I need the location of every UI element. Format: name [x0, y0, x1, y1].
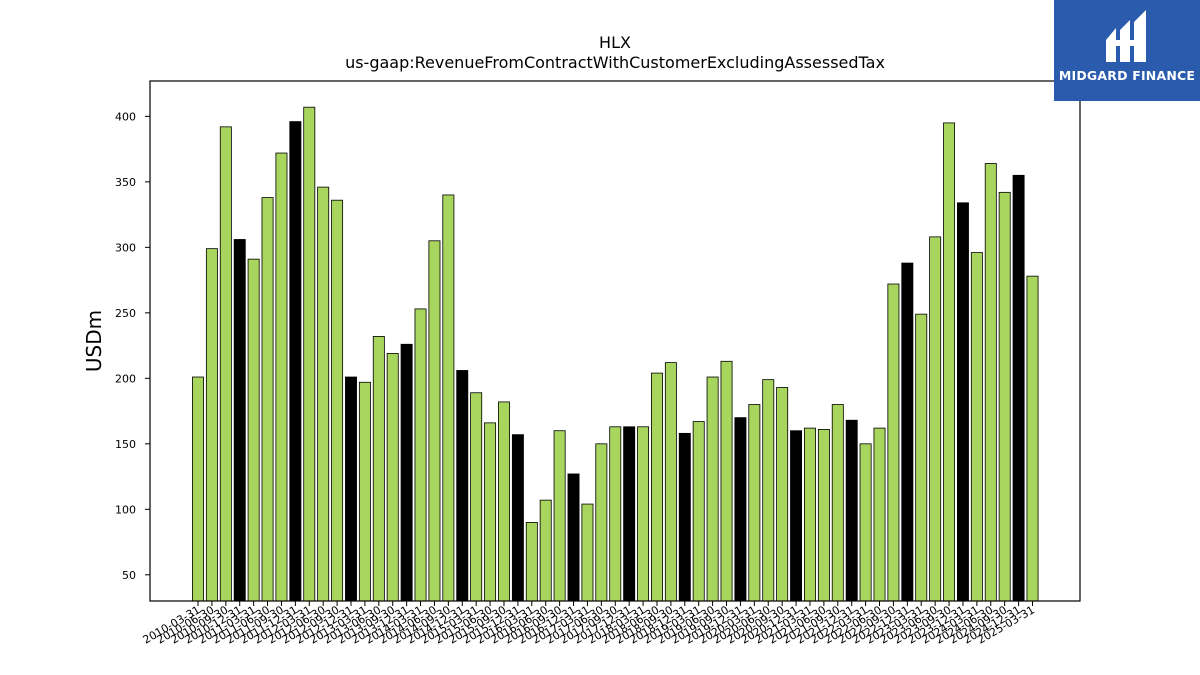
- bar-2013-06-30: [372, 336, 385, 602]
- bar-2013-03-31: [358, 381, 371, 602]
- bar-2011-09-30: [275, 152, 288, 602]
- bar-2013-12-31: [400, 343, 413, 602]
- bar-2016-03-31: [525, 522, 538, 602]
- bar-2018-12-31: [678, 432, 691, 602]
- x-axis-ticks: 2010-03-312010-06-302010-09-302010-12-31…: [141, 601, 1037, 647]
- bar-2012-09-30: [331, 199, 344, 602]
- bar-2017-12-31: [623, 426, 636, 602]
- bar-2019-03-31: [692, 421, 705, 602]
- bar-2022-06-30: [873, 427, 886, 602]
- y-tick-label: 50: [122, 569, 136, 582]
- bar-2016-06-30: [539, 499, 552, 602]
- bar-2018-09-30: [664, 362, 677, 602]
- y-tick-label: 300: [115, 241, 136, 254]
- bar-2016-12-31: [567, 473, 580, 602]
- bar-2017-03-31: [581, 503, 594, 602]
- bar-2024-06-30: [984, 163, 997, 602]
- bar-2019-12-31: [734, 417, 747, 602]
- bar-2019-09-30: [720, 360, 733, 602]
- bars-group: [192, 106, 1039, 602]
- bar-2013-09-30: [386, 353, 399, 602]
- logo-text: MIDGARD FINANCE: [1058, 68, 1196, 83]
- bar-2010-06-30: [205, 248, 218, 602]
- bar-2021-12-31: [845, 419, 858, 602]
- bar-2019-06-30: [706, 376, 719, 602]
- bar-2020-12-31: [790, 430, 803, 602]
- chart-title: HLX: [599, 33, 631, 52]
- bar-2022-03-31: [859, 443, 872, 602]
- bar-2015-03-31: [470, 392, 483, 602]
- bar-2016-09-30: [553, 430, 566, 602]
- bar-2014-09-30: [442, 194, 455, 602]
- bar-2024-12-31: [1012, 174, 1025, 602]
- bar-2011-03-31: [247, 258, 260, 602]
- bar-2024-03-31: [970, 252, 983, 602]
- bar-2025-03-31: [1026, 275, 1039, 602]
- bar-2023-09-30: [943, 122, 956, 602]
- bar-2022-09-30: [887, 283, 900, 602]
- y-axis-ticks: 50 100 150 200 250 300 350 400: [115, 110, 150, 582]
- bar-2023-12-31: [956, 202, 969, 602]
- bar-2015-12-31: [511, 434, 524, 602]
- bar-2022-12-31: [901, 262, 914, 602]
- bar-2015-09-30: [498, 401, 510, 602]
- bar-2018-03-31: [637, 426, 650, 602]
- bar-2011-06-30: [261, 197, 274, 602]
- bar-2017-09-30: [609, 426, 622, 602]
- bar-2010-12-31: [233, 239, 246, 602]
- bar-2012-12-31: [345, 376, 357, 602]
- midgard-logo-icon: [1106, 10, 1146, 62]
- bar-2015-06-30: [484, 422, 497, 602]
- bar-2021-09-30: [831, 404, 844, 602]
- y-axis-label: USDm: [82, 310, 106, 372]
- bar-2023-03-31: [915, 313, 928, 602]
- bar-2021-03-31: [804, 427, 816, 602]
- midgard-finance-logo: MIDGARD FINANCE: [1054, 0, 1200, 101]
- bar-2020-09-30: [776, 387, 789, 602]
- y-tick-label: 400: [115, 110, 136, 123]
- bar-2020-03-31: [748, 404, 761, 602]
- bar-2014-03-31: [414, 308, 427, 602]
- bar-2014-12-31: [456, 370, 469, 602]
- bar-2012-06-30: [317, 186, 330, 602]
- bar-2014-06-30: [428, 240, 441, 602]
- y-tick-label: 350: [115, 176, 136, 189]
- bar-2023-06-30: [929, 236, 942, 602]
- bar-2018-06-30: [651, 372, 663, 602]
- bar-2010-09-30: [219, 126, 232, 602]
- y-tick-label: 100: [115, 503, 136, 516]
- bar-2021-06-30: [817, 429, 830, 602]
- plot-frame: [149, 80, 1081, 602]
- bar-2017-06-30: [595, 443, 608, 602]
- bar-2011-12-31: [289, 121, 302, 602]
- bar-2012-03-31: [303, 106, 316, 602]
- y-tick-label: 150: [115, 438, 136, 451]
- bar-2010-03-31: [192, 376, 204, 602]
- bar-2020-06-30: [762, 379, 775, 602]
- bar-2024-09-30: [998, 191, 1011, 602]
- y-tick-label: 250: [115, 307, 136, 320]
- chart-subtitle: us-gaap:RevenueFromContractWithCustomerE…: [345, 53, 885, 72]
- y-tick-label: 200: [115, 372, 136, 385]
